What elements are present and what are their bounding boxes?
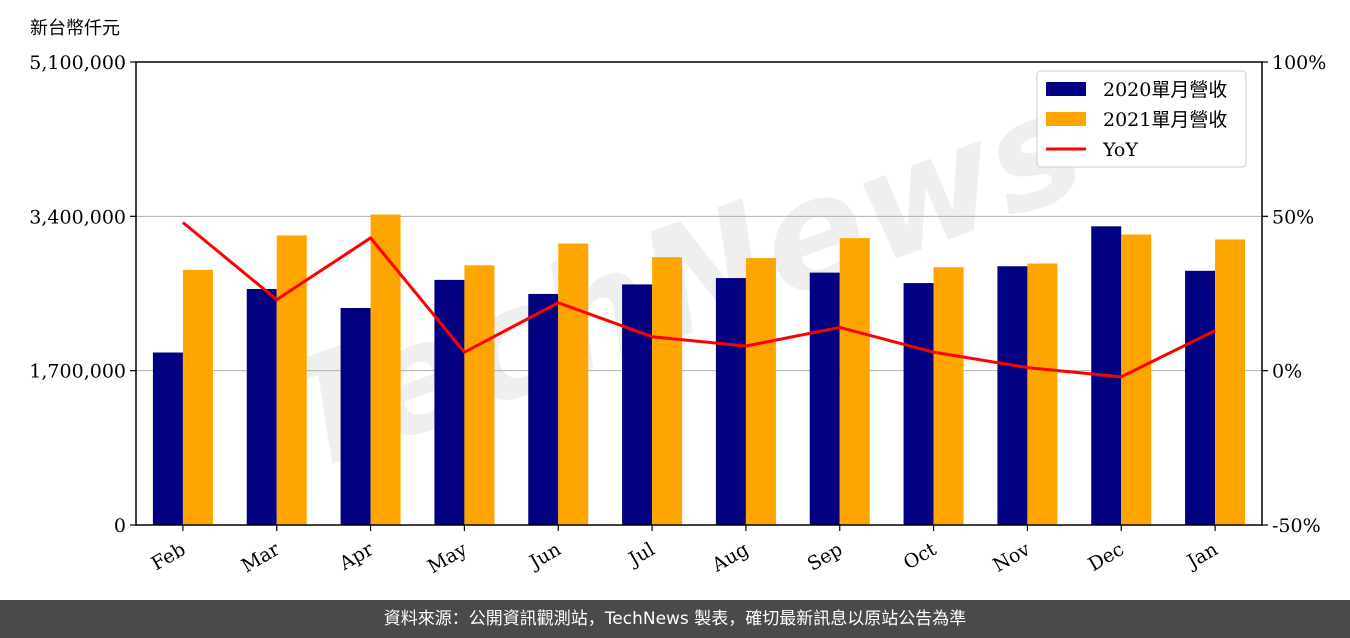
revenue-chart: TechNews 01,700,0003,400,0005,100,000-50… xyxy=(29,52,1326,578)
legend-label: 2021單月營收 xyxy=(1103,109,1227,131)
yoy-line xyxy=(181,221,1216,379)
bars-group xyxy=(152,214,1246,526)
y-tick-label: 1,700,000 xyxy=(29,361,126,383)
bar-2021-mar xyxy=(276,235,307,525)
legend-label: 2020單月營收 xyxy=(1103,79,1227,101)
legend-swatch xyxy=(1046,82,1086,96)
y2-tick-label: 100% xyxy=(1272,52,1326,74)
bar-2021-oct xyxy=(933,267,964,525)
bar-2021-aug xyxy=(745,258,776,525)
yoy-line-group xyxy=(181,221,1216,379)
legend-box xyxy=(1036,70,1247,168)
bar-2021-jan xyxy=(1215,239,1246,525)
x-tick-label: Apr xyxy=(335,538,378,575)
bar-2020-jul xyxy=(622,284,653,525)
bar-2021-jun xyxy=(558,243,589,525)
x-tick-label: Nov xyxy=(989,538,1034,577)
y-tick-label: 5,100,000 xyxy=(29,52,126,74)
x-tick-label: Mar xyxy=(238,538,284,577)
x-tick-label: Feb xyxy=(148,538,190,575)
x-tick-label: May xyxy=(424,538,471,578)
bar-2020-oct xyxy=(903,283,934,525)
bar-2020-jun xyxy=(528,293,559,525)
gridlines xyxy=(136,215,1262,372)
legend: 2020單月營收 2021單月營收 YoY xyxy=(1036,70,1247,168)
y2-tick-label: -50% xyxy=(1272,515,1321,537)
y2-tick-label: 0% xyxy=(1272,361,1302,383)
x-tick-label: Dec xyxy=(1085,538,1128,576)
x-tick-label: Aug xyxy=(708,538,753,577)
bar-2020-mar xyxy=(246,288,277,525)
bar-2020-aug xyxy=(715,278,746,525)
x-tick-label: Sep xyxy=(804,538,847,575)
x-tick-label: Jul xyxy=(623,538,658,571)
legend-swatch xyxy=(1046,112,1086,126)
legend-label: YoY xyxy=(1102,139,1138,161)
bar-2021-apr xyxy=(370,214,401,526)
y2-tick-label: 50% xyxy=(1272,206,1314,228)
bar-2021-may xyxy=(464,265,495,525)
bar-2020-feb xyxy=(152,352,183,525)
bar-2021-feb xyxy=(182,269,213,525)
bar-2020-may xyxy=(434,279,465,525)
x-tick-label: Oct xyxy=(900,538,941,574)
bar-2020-sep xyxy=(809,272,840,525)
bar-2021-sep xyxy=(839,238,870,525)
y-tick-label: 3,400,000 xyxy=(29,206,126,228)
bar-2021-dec xyxy=(1121,234,1152,526)
bar-2021-jul xyxy=(652,257,683,525)
bar-2021-nov xyxy=(1027,263,1058,525)
x-tick-label: Jan xyxy=(1182,538,1222,574)
bar-2020-apr xyxy=(340,308,371,525)
y-axis-unit-label: 新台幣仟元 xyxy=(30,18,120,39)
bar-2020-nov xyxy=(997,266,1028,525)
bar-2020-jan xyxy=(1185,270,1216,525)
x-tick-label: Jun xyxy=(524,538,565,574)
plot-frame xyxy=(135,61,1263,526)
footer-source-note: 資料來源：公開資訊觀測站，TechNews 製表，確切最新訊息以原站公告為準 xyxy=(0,600,1350,638)
y-tick-label: 0 xyxy=(114,515,126,537)
